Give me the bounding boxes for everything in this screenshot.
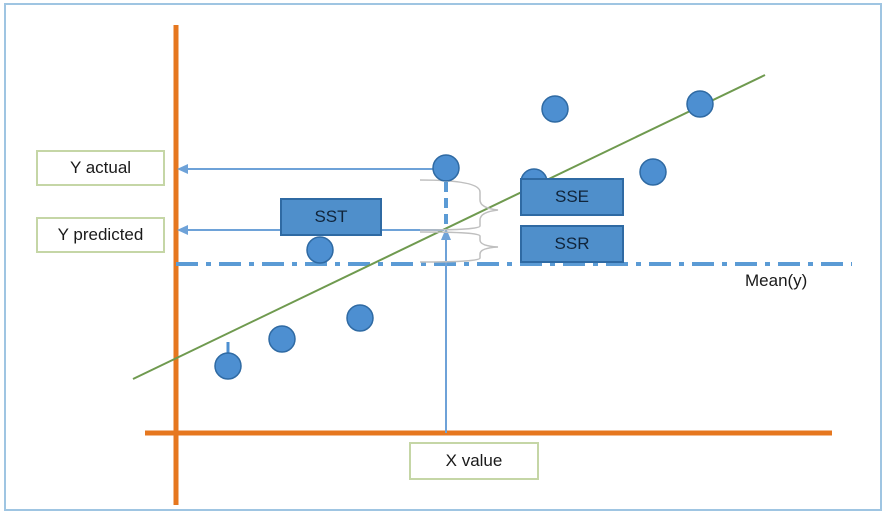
- sse-brace-icon: [419, 179, 499, 231]
- data-point: [268, 325, 296, 353]
- y-actual-label: Y actual: [36, 150, 165, 186]
- data-point: [346, 304, 374, 332]
- y-actual-arrowhead: [177, 164, 188, 174]
- y-predicted-label: Y predicted: [36, 217, 165, 253]
- data-point: [306, 236, 334, 264]
- mean-y-label: Mean(y): [745, 271, 808, 290]
- x-value-arrowhead: [441, 228, 451, 240]
- regression-line: [132, 74, 766, 380]
- x-value-label: X value: [409, 442, 539, 480]
- ssr-box: SSR: [520, 225, 624, 263]
- sse-box: SSE: [520, 178, 624, 216]
- data-point: [214, 352, 242, 380]
- data-point: [541, 95, 569, 123]
- data-point: [432, 154, 460, 182]
- sst-box: SST: [280, 198, 382, 236]
- figure-frame: [4, 3, 882, 511]
- data-point: [686, 90, 714, 118]
- data-points: [214, 90, 714, 380]
- ssr-brace-icon: [419, 231, 499, 263]
- data-point: [639, 158, 667, 186]
- y-predicted-arrowhead: [177, 225, 188, 235]
